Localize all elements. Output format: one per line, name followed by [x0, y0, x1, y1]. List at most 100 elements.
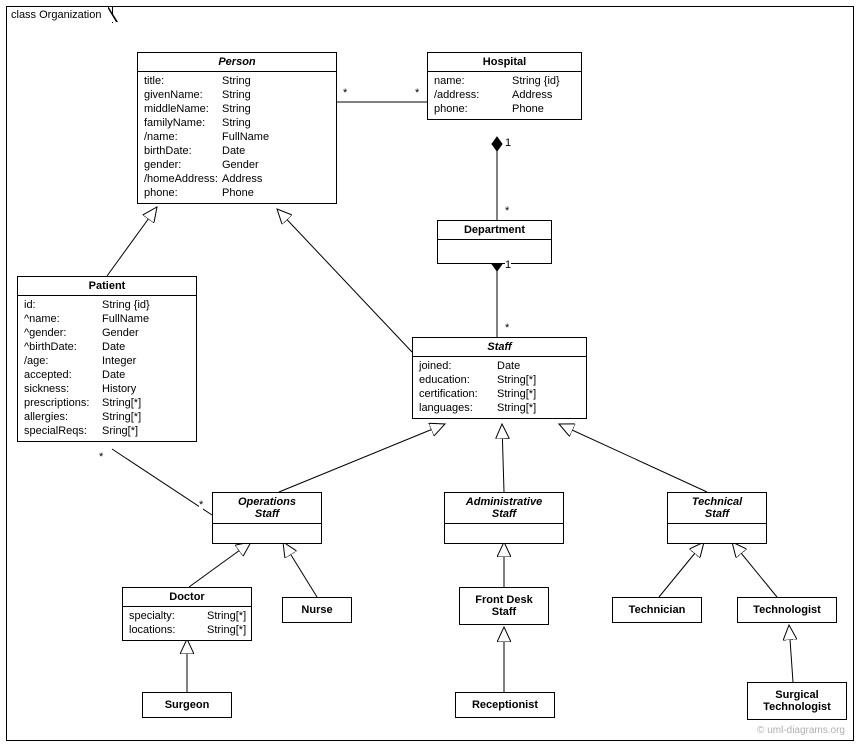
attr-name: givenName: — [144, 88, 222, 102]
attr-name: title: — [144, 74, 222, 88]
attr-row: specialty:String[*] — [129, 609, 245, 623]
attr-type: String — [222, 88, 251, 102]
attr-type: FullName — [102, 312, 149, 326]
attr-type: String[*] — [497, 401, 536, 415]
attr-row: certification:String[*] — [419, 387, 580, 401]
diagram-frame: class Organization Persontitle:Stringgiv… — [6, 6, 854, 741]
multiplicity-label: * — [99, 451, 103, 463]
attr-type: Date — [497, 359, 520, 373]
attr-row: /homeAddress:Address — [144, 172, 330, 186]
class-title: Person — [138, 53, 336, 72]
attr-name: ^gender: — [24, 326, 102, 340]
attr-row: title:String — [144, 74, 330, 88]
class-tech_staff: TechnicalStaff — [667, 492, 767, 544]
attr-type: String[*] — [102, 396, 141, 410]
class-surgeon: Surgeon — [142, 692, 232, 718]
edge-gen — [502, 424, 504, 492]
attr-row: id:String {id} — [24, 298, 190, 312]
attr-name: id: — [24, 298, 102, 312]
attr-name: gender: — [144, 158, 222, 172]
class-title: Patient — [18, 277, 196, 296]
attr-type: String — [222, 102, 251, 116]
multiplicity-label: 1 — [505, 259, 511, 271]
attr-name: specialReqs: — [24, 424, 102, 438]
edge-gen — [789, 625, 793, 682]
multiplicity-label: * — [415, 87, 419, 99]
attr-type: History — [102, 382, 136, 396]
edge-gen — [732, 542, 777, 597]
attr-row: languages:String[*] — [419, 401, 580, 415]
attr-row: sickness:History — [24, 382, 190, 396]
edge-gen — [189, 542, 251, 587]
attr-type: String[*] — [497, 387, 536, 401]
class-technician: Technician — [612, 597, 702, 623]
class-body — [668, 524, 766, 543]
attr-row: phone:Phone — [434, 102, 575, 116]
attr-row: /age:Integer — [24, 354, 190, 368]
attr-row: prescriptions:String[*] — [24, 396, 190, 410]
attr-type: String — [222, 116, 251, 130]
attr-row: gender:Gender — [144, 158, 330, 172]
attr-name: languages: — [419, 401, 497, 415]
multiplicity-label: * — [199, 499, 203, 511]
attr-name: certification: — [419, 387, 497, 401]
attr-row: education:String[*] — [419, 373, 580, 387]
class-body: id:String {id}^name:FullName^gender:Gend… — [18, 296, 196, 441]
attr-row: familyName:String — [144, 116, 330, 130]
attr-type: Gender — [222, 158, 259, 172]
attr-row: accepted:Date — [24, 368, 190, 382]
attr-name: joined: — [419, 359, 497, 373]
attr-type: Date — [102, 340, 125, 354]
attr-row: ^name:FullName — [24, 312, 190, 326]
attr-row: /address:Address — [434, 88, 575, 102]
class-staff: Staffjoined:Dateeducation:String[*]certi… — [412, 337, 587, 419]
class-nurse: Nurse — [282, 597, 352, 623]
class-admin_staff: AdministrativeStaff — [444, 492, 564, 544]
attr-name: /address: — [434, 88, 512, 102]
attr-row: ^birthDate:Date — [24, 340, 190, 354]
class-front_desk: Front DeskStaff — [459, 587, 549, 625]
attr-name: specialty: — [129, 609, 207, 623]
class-title: Surgeon — [143, 693, 231, 717]
class-doctor: Doctorspecialty:String[*]locations:Strin… — [122, 587, 252, 641]
attr-name: ^birthDate: — [24, 340, 102, 354]
class-department: Department — [437, 220, 552, 264]
edge-gen — [279, 424, 445, 492]
attr-name: birthDate: — [144, 144, 222, 158]
class-receptionist: Receptionist — [455, 692, 555, 718]
attr-type: Phone — [512, 102, 544, 116]
edge-gen — [659, 542, 704, 597]
attr-row: allergies:String[*] — [24, 410, 190, 424]
attr-type: FullName — [222, 130, 269, 144]
class-body: name:String {id}/address:Addressphone:Ph… — [428, 72, 581, 119]
class-title: TechnicalStaff — [668, 493, 766, 524]
attr-type: Date — [102, 368, 125, 382]
attr-name: /homeAddress: — [144, 172, 222, 186]
class-body: joined:Dateeducation:String[*]certificat… — [413, 357, 586, 418]
attr-name: phone: — [434, 102, 512, 116]
attr-name: ^name: — [24, 312, 102, 326]
class-body — [438, 240, 551, 263]
attr-row: name:String {id} — [434, 74, 575, 88]
class-body: title:StringgivenName:StringmiddleName:S… — [138, 72, 336, 203]
attr-type: Address — [512, 88, 552, 102]
class-hospital: Hospitalname:String {id}/address:Address… — [427, 52, 582, 120]
edge-gen — [107, 207, 157, 276]
attr-row: middleName:String — [144, 102, 330, 116]
attr-name: sickness: — [24, 382, 102, 396]
multiplicity-label: * — [343, 87, 347, 99]
attr-row: givenName:String — [144, 88, 330, 102]
frame-label: class Organization — [6, 6, 113, 23]
attr-type: Integer — [102, 354, 136, 368]
attr-type: Gender — [102, 326, 139, 340]
class-title: Staff — [413, 338, 586, 357]
edge-gen — [277, 209, 412, 352]
attr-type: String[*] — [102, 410, 141, 424]
class-technologist: Technologist — [737, 597, 837, 623]
multiplicity-label: * — [505, 322, 509, 334]
attr-name: familyName: — [144, 116, 222, 130]
attr-type: String {id} — [512, 74, 560, 88]
attr-type: String {id} — [102, 298, 150, 312]
attr-name: accepted: — [24, 368, 102, 382]
attr-type: Date — [222, 144, 245, 158]
